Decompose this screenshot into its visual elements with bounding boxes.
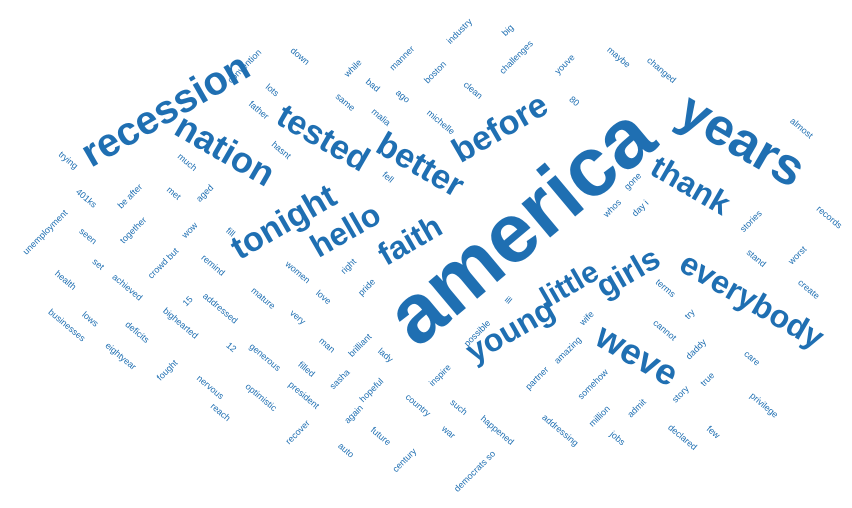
cloud-word-malia: malia [369, 105, 393, 128]
cloud-word-right: right [338, 255, 359, 276]
cloud-word-million: million [586, 403, 612, 429]
cloud-word-war: war [439, 423, 457, 441]
cloud-word-partner: partner [522, 364, 551, 392]
cloud-word-filled: filled [295, 358, 317, 379]
cloud-word-jobs: jobs [607, 428, 627, 447]
cloud-word-amazing: amazing [552, 334, 584, 366]
cloud-word-12: 12 [224, 339, 239, 354]
cloud-word-challenges: challenges [496, 37, 535, 76]
cloud-word-try: try [682, 306, 697, 321]
cloud-word-unemployment: unemployment [20, 207, 70, 257]
cloud-word-stories: stories [737, 207, 764, 234]
cloud-word-industry: industry [444, 15, 475, 46]
cloud-word-manner: manner [387, 43, 416, 72]
cloud-word-michelle: michelle [424, 107, 457, 137]
cloud-word-optimistic: optimistic [243, 380, 279, 413]
cloud-word-girls: girls [589, 239, 667, 305]
cloud-word-somehow: somehow [575, 366, 610, 401]
cloud-word-declared: declared [665, 421, 699, 452]
cloud-word-eightyear: eightyear [102, 339, 138, 372]
cloud-word-fell: fell [380, 169, 396, 185]
cloud-word-father: father [246, 98, 271, 121]
cloud-word-few: few [704, 423, 722, 440]
cloud-word-president: president [285, 378, 321, 411]
cloud-word-wow: wow [179, 219, 200, 240]
cloud-word-country: country [403, 391, 433, 418]
cloud-word-lots: lots [263, 81, 281, 98]
cloud-word-while: while [341, 56, 364, 79]
cloud-word-inspire: inspire [426, 361, 453, 388]
cloud-word-records: records [814, 203, 845, 231]
cloud-word-terms: terms [653, 276, 677, 299]
cloud-word-crowd-but: crowd but [145, 245, 180, 280]
cloud-word-addressed: addressed [201, 290, 240, 325]
cloud-word-hopeful: hopeful [357, 375, 386, 404]
cloud-word-little: little [534, 254, 605, 315]
cloud-word-stand: stand [744, 246, 768, 269]
cloud-word-boston: boston [421, 58, 448, 85]
cloud-word-story: story [669, 383, 691, 405]
cloud-word-wife: wife [577, 308, 596, 327]
cloud-word-80: 80 [567, 93, 582, 108]
cloud-word-maybe: maybe [604, 44, 632, 70]
cloud-word-trying: trying [56, 148, 80, 171]
cloud-word-recover: recover [283, 417, 312, 446]
cloud-word-everybody: everybody [673, 244, 831, 356]
cloud-word-brilliant: brilliant [345, 331, 374, 359]
cloud-word-century: century [390, 445, 419, 474]
cloud-word-401ks: 401ks [73, 186, 99, 210]
cloud-word-aged: aged [194, 182, 216, 204]
cloud-word-deficits: deficits [123, 318, 152, 345]
cloud-word-ago: ago [393, 86, 412, 105]
cloud-word-privilege: privilege [748, 390, 781, 420]
cloud-word-lady: lady [375, 345, 395, 364]
cloud-word-health: health [52, 267, 78, 292]
cloud-word-big: big [499, 21, 516, 38]
cloud-word-generous: generous [247, 340, 283, 373]
cloud-word-addressing: addressing [540, 411, 581, 448]
cloud-word-sasha: sasha [327, 366, 352, 391]
cloud-word-happened: happened [478, 412, 516, 447]
cloud-word-businesses: businesses [45, 306, 87, 343]
cloud-word-reach: reach [208, 400, 232, 423]
cloud-word-care: care [742, 348, 763, 368]
cloud-word-man: man [317, 335, 338, 355]
cloud-word-clean: clean [461, 78, 485, 101]
cloud-word-down: down [288, 44, 312, 67]
cloud-word-such: such [447, 396, 469, 417]
cloud-word-auto: auto [336, 440, 357, 460]
cloud-word-daddy: daddy [683, 336, 708, 361]
cloud-word-very: very [287, 307, 308, 326]
cloud-word-changed: changed [644, 54, 678, 85]
cloud-word-create: create [795, 276, 822, 301]
cloud-word-women: women [283, 258, 312, 285]
cloud-word-achieved: achieved [110, 271, 145, 303]
cloud-word-love: love [313, 287, 333, 306]
cloud-word-mature: mature [249, 284, 278, 311]
cloud-word-nervous: nervous [194, 372, 226, 401]
cloud-word-set: set [90, 255, 107, 272]
cloud-word-be-after: be after [115, 181, 144, 210]
cloud-word-again: again [342, 402, 365, 425]
cloud-word-youve: youve [552, 51, 577, 76]
cloud-word-bighearted: bighearted [160, 305, 200, 341]
cloud-word-future: future [368, 424, 393, 447]
cloud-word-true: true [698, 369, 717, 388]
cloud-word-lows: lows [80, 308, 101, 329]
cloud-word-same: same [333, 90, 357, 113]
cloud-word-democrats-so: democrats so [452, 448, 498, 494]
cloud-word-day-i: day i [629, 197, 650, 218]
cloud-word-admit: admit [625, 396, 648, 419]
cloud-word-met: met [164, 183, 183, 202]
cloud-word-bad: bad [363, 75, 382, 94]
cloud-word-fought: fought [154, 357, 180, 383]
cloud-word-15: 15 [180, 293, 195, 308]
cloud-word-tested: tested [270, 96, 376, 180]
cloud-word-seen: seen [77, 225, 99, 246]
cloud-word-remind: remind [199, 251, 227, 278]
cloud-word-cannot: cannot [650, 317, 678, 343]
cloud-word-worst: worst [786, 243, 809, 266]
cloud-word-together: together [117, 214, 148, 245]
